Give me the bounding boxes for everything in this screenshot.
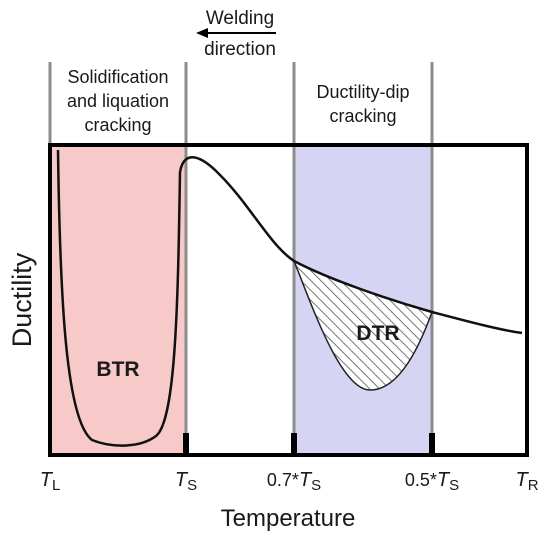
region-left-line2: and liquation (67, 91, 169, 111)
region-right-line2: cracking (329, 106, 396, 126)
tick-05ts (429, 433, 435, 455)
tick-label-05ts: 0.5*TS (405, 469, 459, 494)
tick-ts (183, 433, 189, 455)
welding-label-line2: direction (204, 39, 276, 60)
tick-label-tr: TR (515, 469, 538, 494)
welding-label-line1: Welding (206, 8, 274, 29)
region-right-line1: Ductility-dip (316, 82, 409, 102)
btr-label: BTR (96, 358, 139, 381)
dtr-label: DTR (356, 322, 399, 345)
arrow-head-icon (196, 28, 208, 38)
ductility-curve (178, 156, 523, 335)
btr-curve (56, 149, 182, 447)
tick-label-tl: TL (40, 469, 61, 494)
region-left-line3: cracking (84, 115, 151, 135)
btr-region-fill (50, 145, 186, 455)
region-left-line1: Solidification (67, 67, 168, 87)
y-axis-label: Ductility (7, 252, 37, 347)
plot-frame (48, 143, 529, 457)
tick-label-07ts: 0.7*TS (267, 469, 321, 494)
tick-label-ts: TS (175, 469, 197, 494)
x-axis-label: Temperature (221, 505, 356, 532)
tick-07ts (291, 433, 297, 455)
